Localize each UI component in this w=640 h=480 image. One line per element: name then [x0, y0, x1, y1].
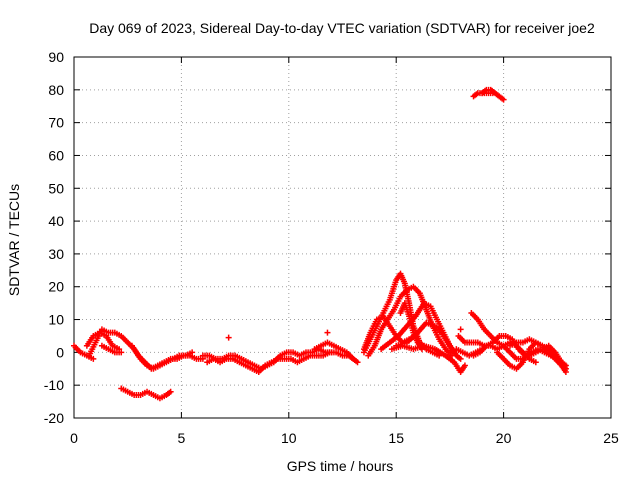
y-tick-label: 60 [48, 147, 64, 163]
data-point [457, 355, 464, 362]
y-tick-label: 30 [48, 246, 64, 262]
data-point [489, 90, 496, 97]
chart-title: Day 069 of 2023, Sidereal Day-to-day VTE… [89, 20, 595, 36]
data-point [324, 329, 331, 336]
y-tick-label: -20 [44, 410, 64, 426]
data-track [98, 342, 125, 356]
y-tick-label: -10 [44, 377, 64, 393]
data-point [562, 369, 569, 376]
data-point [562, 362, 569, 369]
y-tick-label: 40 [48, 213, 64, 229]
x-tick-label: 25 [603, 430, 619, 446]
data-point [451, 349, 458, 356]
data-track [397, 300, 425, 353]
y-tick-label: 80 [48, 82, 64, 98]
data-point [418, 346, 425, 353]
x-axis-label: GPS time / hours [287, 458, 394, 474]
y-tick-label: 90 [48, 49, 64, 65]
tick-labels: 0 5 10 15 20 25 -20 -10 0 10 20 30 40 50 60 70 80 90 [44, 49, 619, 446]
data-track [225, 334, 232, 341]
x-tick-label: 0 [70, 430, 78, 446]
data-point [500, 96, 507, 103]
x-tick-label: 10 [281, 430, 297, 446]
data-point [225, 334, 232, 341]
data-point [461, 362, 468, 369]
data-point [457, 326, 464, 333]
x-tick-label: 20 [496, 430, 512, 446]
data-track [118, 385, 174, 402]
y-axis-label: SDTVAR / TECUs [6, 184, 22, 296]
data-track [128, 342, 206, 372]
data-track [365, 283, 456, 359]
data-point [532, 359, 539, 366]
data-track [507, 336, 569, 369]
y-tick-label: 20 [48, 279, 64, 295]
data-track [470, 90, 496, 100]
y-tick-label: 50 [48, 180, 64, 196]
x-tick-label: 5 [178, 430, 186, 446]
data-track [324, 329, 331, 336]
x-tick-label: 15 [388, 430, 404, 446]
axes [73, 56, 612, 419]
y-tick-label: 70 [48, 115, 64, 131]
data-point [118, 349, 125, 356]
plot-border [73, 56, 612, 419]
data-track [311, 339, 361, 366]
data-point [354, 359, 361, 366]
data-point [167, 388, 174, 395]
data-points [71, 86, 569, 402]
y-tick-label: 10 [48, 312, 64, 328]
data-track [457, 326, 464, 333]
data-point [90, 355, 97, 362]
y-tick-label: 0 [56, 344, 64, 360]
